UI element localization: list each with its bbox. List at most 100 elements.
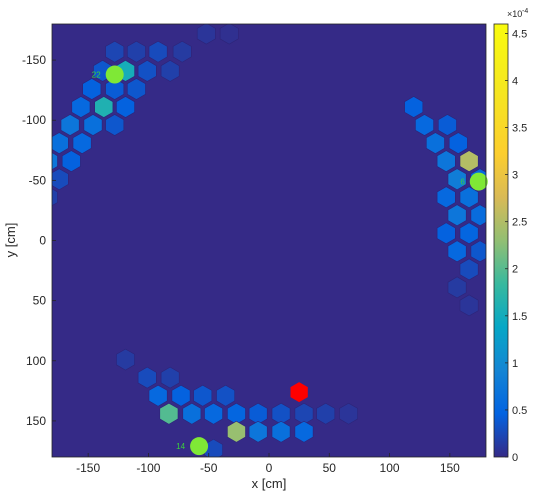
hexagon-cell-50 [193, 384, 213, 407]
y-tick-label-2: -50 [29, 173, 47, 187]
hexagon-cell-60 [339, 402, 359, 425]
hexagon-cell-49 [171, 384, 191, 407]
hexagon-cell-25 [404, 96, 424, 118]
hexagon-cell-14 [94, 96, 114, 118]
colorbar-exponent: -4 [522, 8, 528, 15]
x-axis-label: x [cm] [252, 476, 287, 491]
colorbar-tick-label-6: 3 [512, 170, 518, 182]
hexagon-cell-0 [196, 24, 216, 45]
x-tick-label-4: 50 [323, 461, 337, 475]
hexagon-cell-34 [436, 186, 456, 209]
colorbar-multiplier: ×10 [507, 9, 522, 19]
hexagon-cell-62 [248, 420, 268, 443]
hexagon-cell-4 [148, 40, 168, 63]
y-tick-label-1: -100 [22, 113, 46, 127]
y-axis-label: y [cm] [3, 223, 18, 258]
hexagon-cell-37 [470, 204, 486, 227]
y-axis-ticks: -150 -100 -50 0 50 100 150 [22, 53, 56, 428]
detector-label-6: 6 [460, 178, 465, 187]
hexagon-cell-32 [447, 168, 467, 191]
hexagon-cell-24 [52, 188, 58, 206]
hexagon-cell-42 [459, 258, 479, 281]
hexagon-cell-22 [61, 150, 81, 172]
hexagon-cell-63 [271, 420, 291, 443]
hexagon-cell-19 [52, 132, 69, 154]
hexagon-cell-52 [159, 402, 179, 425]
hexagon-cell-38 [436, 222, 456, 245]
hexagon-cell-28 [425, 132, 445, 154]
y-tick-label-6: 150 [26, 414, 46, 428]
y-tick-label-4: 50 [33, 294, 47, 308]
detector-marker-14 [190, 437, 209, 456]
hexagon-cell-12 [127, 78, 146, 100]
hexagon-cell-21 [52, 152, 58, 170]
hexagon-cell-29 [448, 132, 468, 154]
colorbar-tick-label-5: 2.5 [512, 217, 527, 229]
hexagon-cell-9 [160, 60, 180, 82]
colorbar-tick-label-3: 1.5 [512, 311, 527, 323]
hexagon-cell-30 [436, 150, 456, 172]
colorbar-tick-label-2: 1 [512, 358, 518, 370]
colorbar-ticks: 0 0.5 1 1.5 2 2.5 3 3.5 4 4.5 [505, 28, 527, 464]
hexagon-cell-23 [52, 168, 69, 191]
y-tick-label-3: 0 [39, 234, 46, 248]
hexagon-cell-51 [216, 384, 235, 407]
hexagon-cell-59 [316, 402, 336, 425]
hexagon-cell-11 [105, 78, 125, 100]
plot-background [52, 24, 486, 457]
colorbar-tick-label-7: 3.5 [512, 123, 527, 135]
hexagon-cell-10 [82, 78, 102, 100]
hexagon-cell-40 [447, 240, 467, 263]
hexagon-cell-41 [470, 240, 486, 263]
hexagon-cell-20 [72, 132, 92, 154]
hexagon-cell-39 [459, 222, 479, 245]
hexagon-cell-3 [127, 40, 146, 63]
hexagon-cell-18 [105, 114, 125, 136]
detector-marker-22 [105, 65, 124, 84]
colorbar-tick-label-8: 4 [512, 75, 518, 87]
x-tick-label-2: -50 [200, 461, 218, 475]
hexagon-cell-61 [227, 420, 246, 443]
source-marker-0 [290, 382, 308, 403]
hexagon-cell-13 [71, 96, 91, 118]
x-tick-label-1: -100 [136, 461, 160, 475]
y-tick-label-0: -150 [22, 53, 46, 67]
hexagon-cell-47 [160, 366, 180, 389]
hexagon-cell-2 [105, 40, 125, 63]
detector-label-22: 22 [92, 71, 101, 80]
x-tick-label-5: 100 [380, 461, 400, 475]
hexagon-cell-17 [83, 114, 103, 136]
x-tick-label-3: 0 [266, 461, 273, 475]
x-tick-label-0: -150 [76, 461, 100, 475]
marker-layer: 22 6 14 [92, 65, 488, 456]
hexagon-cell-64 [294, 420, 314, 443]
hexagon-cell-5 [172, 40, 192, 63]
hexagon-cell-44 [459, 294, 479, 317]
colorbar-tick-label-1: 0.5 [512, 405, 527, 417]
hexagon-cell-48 [148, 384, 168, 407]
hexagon-cell-54 [204, 402, 223, 425]
detector-label-14: 14 [176, 442, 185, 451]
hexagon-cell-43 [447, 276, 467, 299]
hexagon-cell-31 [459, 150, 479, 172]
colorbar-tick-label-0: 0 [512, 452, 518, 464]
colorbar-tick-label-9: 4.5 [512, 28, 527, 40]
hexagon-cell-1 [219, 24, 239, 45]
hexagon-cell-36 [447, 204, 467, 227]
colorbar [493, 23, 509, 458]
detector-marker-6 [469, 172, 488, 191]
x-axis-ticks: -150 -100 -50 0 50 100 150 [76, 453, 460, 475]
x-tick-label-6: 150 [440, 461, 460, 475]
colorbar-tick-label-4: 2 [512, 264, 518, 276]
hexagon-cell-53 [182, 402, 202, 425]
hexagon-cell-15 [116, 96, 135, 118]
hexagon-cell-35 [459, 186, 479, 209]
hexagon-cell-16 [60, 114, 80, 136]
hexagon-cell-26 [415, 114, 434, 136]
hexagon-cell-45 [116, 348, 135, 371]
y-tick-label-5: 100 [26, 354, 46, 368]
hexagon-cell-8 [137, 60, 157, 82]
hexagon-cell-46 [137, 366, 157, 389]
hexagon-cell-27 [437, 114, 457, 136]
